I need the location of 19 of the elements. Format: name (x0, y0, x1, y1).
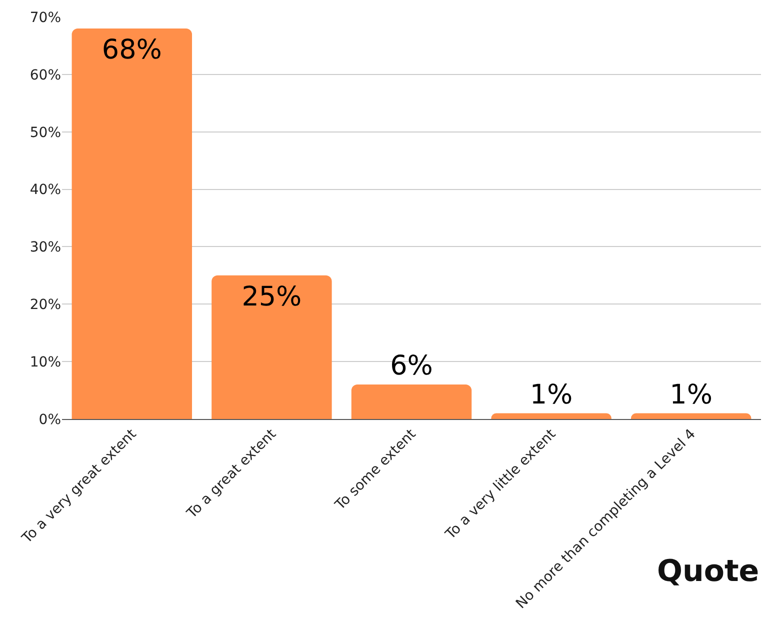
bar (351, 384, 472, 419)
text: Quote (657, 554, 760, 589)
data-label: 6% (390, 350, 433, 382)
bar (212, 275, 332, 419)
bar (630, 413, 752, 419)
data-label: 1% (530, 379, 573, 410)
y-tick-label: 10% (30, 354, 61, 370)
y-tick-label: 60% (30, 67, 61, 84)
data-label: 1% (670, 379, 713, 410)
y-tick-label: 30% (30, 240, 61, 256)
data-label: 68% (102, 34, 162, 66)
y-tick-label: 70% (30, 10, 61, 26)
bar (491, 413, 612, 419)
y-tick-label: 40% (30, 182, 61, 198)
y-tick-label: 20% (30, 297, 61, 314)
y-tick-label: 0% (38, 412, 61, 428)
bar (72, 28, 192, 419)
y-tick-label: 50% (30, 124, 61, 141)
data-label: 25% (242, 281, 302, 312)
